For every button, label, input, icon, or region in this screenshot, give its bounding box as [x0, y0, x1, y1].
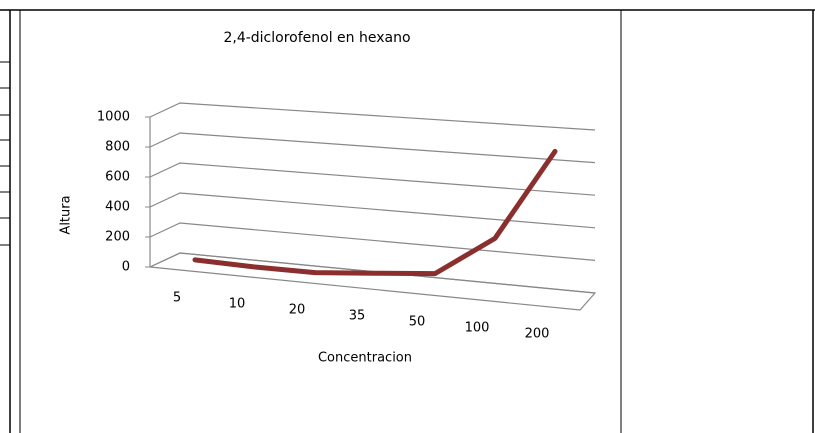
y-tick-label: 200 [105, 230, 130, 245]
grid-line [149, 102, 596, 131]
x-tick-label: 10 [229, 297, 246, 312]
chart-title: 2,4-diclorofenol en hexano [223, 30, 410, 46]
y-tick-label: 400 [105, 200, 130, 215]
x-tick-label: 200 [525, 327, 550, 342]
x-axis-label: Concentracion [318, 351, 412, 366]
x-tick-label: 100 [465, 321, 490, 336]
y-tick-label: 800 [105, 140, 130, 155]
grid-line [149, 192, 596, 229]
y-tick-label: 0 [122, 260, 130, 275]
y-axis-label: Altura [59, 195, 74, 234]
grid-line [149, 162, 596, 196]
grid-line [149, 222, 596, 261]
line-series [192, 148, 558, 277]
grid-line [149, 252, 596, 294]
x-tick-label: 5 [173, 291, 181, 306]
y-tick-label: 1000 [97, 110, 130, 125]
x-tick-label: 35 [349, 309, 366, 324]
grid-line [149, 132, 596, 164]
x-tick-label: 50 [409, 315, 426, 330]
x-tick-label: 20 [289, 303, 306, 318]
y-tick-label: 600 [105, 170, 130, 185]
row-ticks [0, 61, 10, 246]
